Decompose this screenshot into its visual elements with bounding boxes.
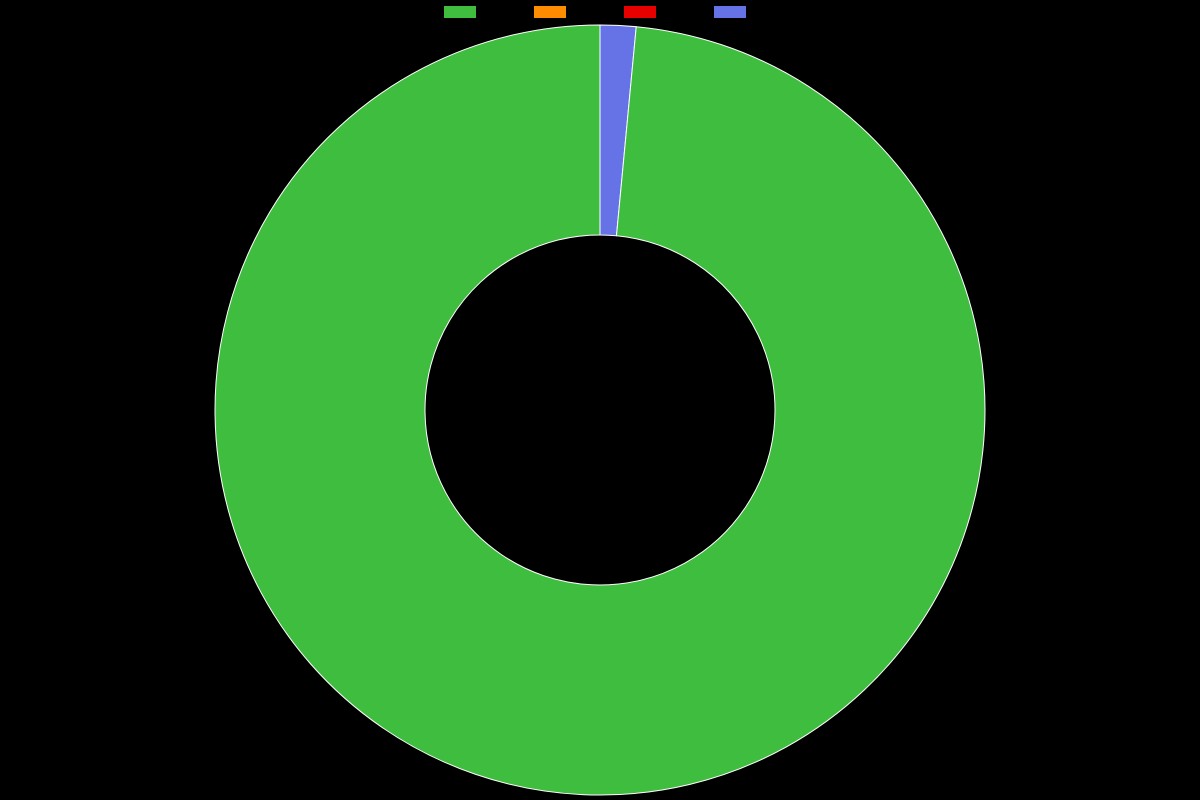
donut-slice-1 <box>215 25 985 795</box>
legend-swatch-2 <box>624 6 656 18</box>
legend-item-3 <box>714 6 756 18</box>
legend <box>0 6 1200 18</box>
donut-chart <box>213 23 987 797</box>
legend-item-1 <box>534 6 576 18</box>
donut-chart-container <box>0 23 1200 797</box>
chart-stage <box>0 0 1200 800</box>
legend-swatch-1 <box>534 6 566 18</box>
legend-item-0 <box>444 6 486 18</box>
legend-swatch-0 <box>444 6 476 18</box>
legend-item-2 <box>624 6 666 18</box>
legend-swatch-3 <box>714 6 746 18</box>
